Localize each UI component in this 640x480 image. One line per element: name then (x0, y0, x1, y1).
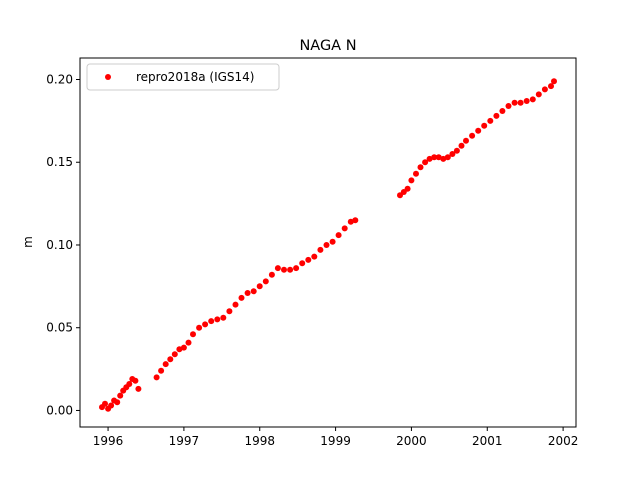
data-point (481, 122, 488, 129)
data-point (153, 374, 160, 381)
x-tick-label: 1996 (93, 434, 124, 448)
data-points (99, 78, 557, 412)
data-point (102, 400, 108, 407)
data-point (196, 324, 203, 331)
data-point (341, 225, 348, 232)
data-point (185, 339, 192, 346)
legend-marker (105, 74, 111, 80)
data-point (505, 103, 512, 109)
plot-frame (79, 57, 577, 428)
data-point (444, 154, 451, 161)
y-tick-label: 0.05 (46, 321, 73, 335)
data-point (352, 217, 359, 224)
data-point (202, 321, 209, 328)
data-point (268, 271, 275, 278)
data-point (250, 288, 257, 295)
data-point (226, 308, 233, 315)
data-point (487, 117, 494, 124)
data-point (262, 278, 269, 285)
data-point (132, 377, 139, 384)
data-point (431, 154, 438, 161)
data-point (511, 99, 518, 106)
legend-label: repro2018a (IGS14) (136, 70, 254, 84)
data-point (167, 356, 174, 363)
data-point (449, 151, 456, 157)
data-point (551, 78, 557, 85)
data-point (458, 142, 465, 149)
x-tick-label: 2002 (548, 434, 579, 448)
y-tick-label: 0.10 (46, 238, 73, 252)
data-point (220, 314, 227, 321)
data-point (190, 331, 196, 338)
y-tick-label: 0.00 (46, 403, 73, 417)
x-tick-label: 2000 (396, 434, 427, 448)
data-point (475, 127, 482, 134)
data-point (126, 381, 133, 387)
data-point (158, 367, 165, 374)
data-point (453, 147, 460, 154)
data-point (517, 99, 524, 106)
data-point (238, 294, 245, 301)
x-tick-label: 1999 (320, 434, 351, 448)
data-point (135, 385, 142, 392)
data-point (287, 266, 294, 273)
data-point (317, 246, 324, 253)
data-point (108, 402, 115, 409)
data-point (214, 316, 221, 323)
data-point (171, 351, 178, 358)
data-point (523, 98, 530, 104)
data-point (535, 91, 542, 98)
data-point (293, 265, 300, 272)
data-point (347, 218, 354, 225)
data-point (281, 266, 287, 273)
data-point (435, 154, 442, 161)
chart-title: NAGA N (299, 38, 356, 54)
data-point (422, 159, 429, 166)
data-point (335, 232, 342, 239)
x-axis-ticks: 1996 1997 1998 1999 2000 2001 2002 (93, 427, 579, 448)
legend: repro2018a (IGS14) (86, 63, 280, 91)
data-point (440, 155, 447, 162)
data-point (274, 265, 281, 272)
data-point (323, 242, 330, 248)
data-point (413, 170, 419, 177)
x-tick-label: 1998 (244, 434, 275, 448)
legend-box (86, 63, 280, 91)
x-tick-label: 2001 (472, 434, 503, 448)
y-tick-label: 0.15 (46, 155, 73, 169)
data-point (117, 392, 124, 399)
y-axis-label: m (21, 236, 35, 248)
data-point (469, 132, 476, 139)
data-point (541, 86, 548, 93)
data-point (208, 318, 215, 325)
data-point (499, 108, 506, 114)
y-tick-label: 0.20 (46, 73, 73, 87)
data-point (426, 155, 433, 162)
y-axis-ticks: 0.00 0.05 0.10 0.15 0.20 (46, 73, 80, 417)
data-point (548, 83, 554, 90)
data-point (176, 346, 183, 353)
data-point (232, 301, 239, 308)
data-point (408, 177, 415, 184)
data-point (493, 112, 500, 119)
data-point (256, 283, 263, 290)
data-point (329, 238, 336, 245)
data-point (180, 344, 187, 351)
data-point (404, 185, 411, 192)
x-tick-label: 1997 (169, 434, 200, 448)
data-point (162, 361, 169, 368)
data-point (417, 164, 424, 171)
data-point (529, 96, 536, 103)
data-point (311, 253, 318, 260)
data-point (299, 260, 306, 267)
data-point (114, 399, 121, 406)
data-point (463, 137, 469, 144)
data-point (244, 290, 251, 296)
data-point (305, 256, 312, 263)
